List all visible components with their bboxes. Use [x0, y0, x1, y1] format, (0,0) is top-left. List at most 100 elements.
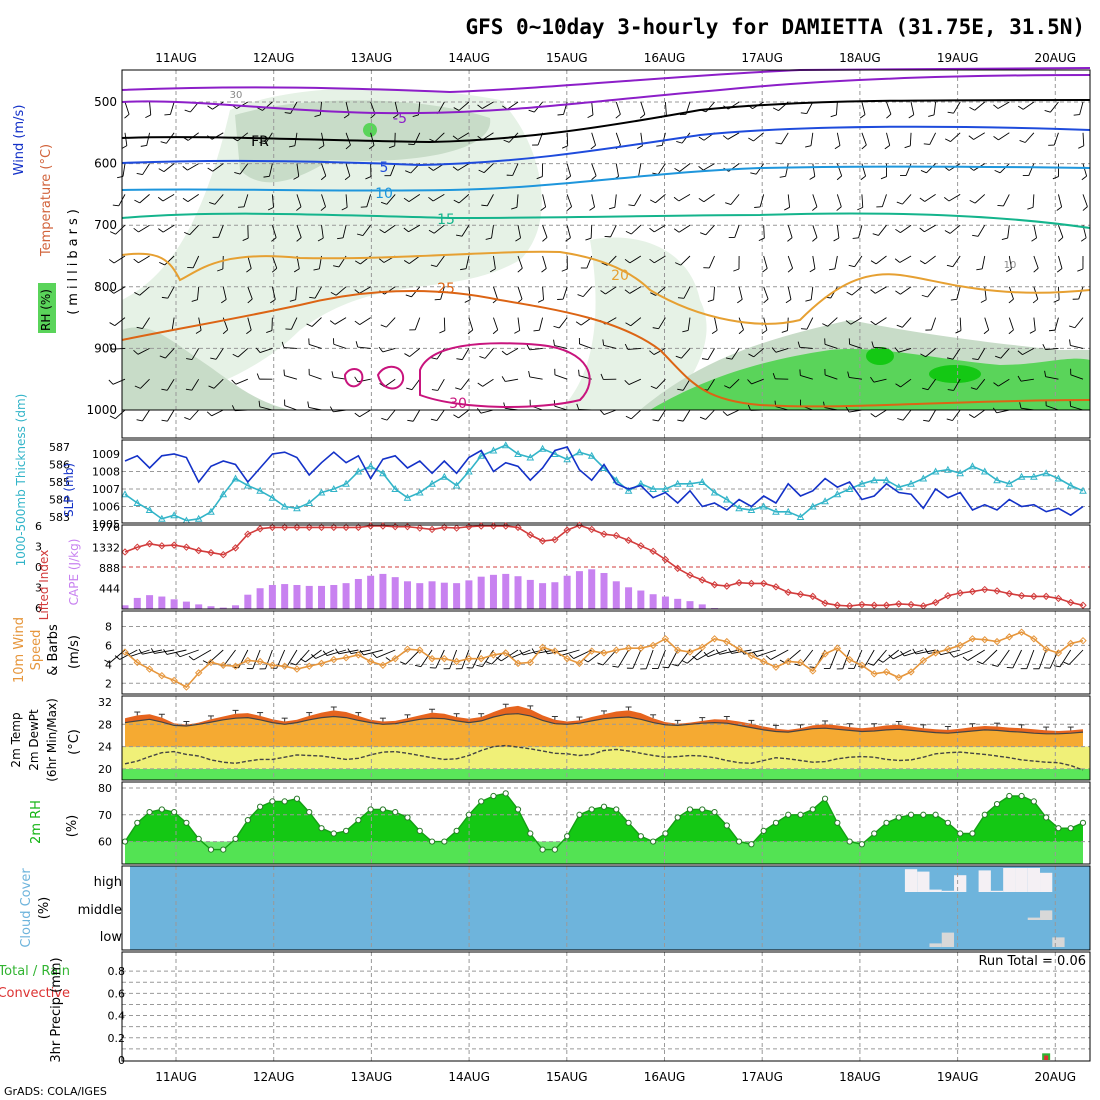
date-label-top: 16AUG — [644, 51, 686, 65]
temp-band-lower — [122, 768, 1090, 780]
lifted-index-point — [845, 602, 854, 610]
rh2m-point — [576, 811, 583, 818]
surface-wind-barb-flag — [104, 659, 110, 664]
thickness-point — [993, 476, 1001, 484]
wind-barb — [113, 286, 126, 294]
wind-barb — [703, 194, 715, 203]
surface-wind-barb — [967, 649, 985, 661]
cape-bar — [440, 582, 448, 609]
wind-barb — [627, 347, 641, 350]
wind-barb — [873, 378, 887, 383]
wind-barb — [122, 163, 126, 177]
wind-barb-flag — [779, 175, 786, 178]
wind-barb — [191, 348, 200, 360]
wind-tick: 6 — [105, 639, 112, 652]
wind-barb-flag — [217, 268, 224, 272]
label-precip-total: Total / Rain — [0, 964, 70, 979]
surface-wind-barb-flag — [924, 648, 929, 654]
wind-barb — [654, 255, 666, 264]
thickness-point — [796, 512, 805, 520]
wind-barb-flag — [231, 379, 237, 385]
surface-wind-barb — [953, 649, 973, 658]
wind-barb — [678, 194, 691, 202]
surface-wind-barb — [252, 649, 261, 669]
wind-barb-flag — [771, 347, 777, 353]
date-label-bottom: 14AUG — [448, 1070, 490, 1084]
wind-barb-flag — [1042, 343, 1046, 350]
wind-barb — [243, 194, 249, 207]
cloud-high-bar — [929, 889, 942, 892]
surface-wind-barb-flag — [765, 655, 771, 660]
wind-barb-flag — [585, 237, 592, 241]
wind-speed-point — [416, 646, 424, 654]
lifted-index-point — [698, 576, 706, 584]
wind-barb-flag — [922, 387, 929, 391]
wind-speed-point — [452, 657, 461, 666]
wind-speed-point — [182, 683, 191, 691]
surface-wind-barb — [940, 649, 961, 656]
wind-barb-flag — [608, 206, 615, 210]
wind-barb — [437, 101, 445, 114]
surface-wind-barb-flag — [912, 648, 917, 655]
lifted-index-point — [710, 581, 719, 589]
wind-barb — [861, 194, 864, 208]
wind-barb — [787, 286, 792, 300]
wind-barb-flag — [242, 237, 249, 241]
wind-speed-point — [600, 649, 608, 657]
wind-barb — [998, 132, 1010, 141]
wind-barb-flag — [259, 142, 266, 145]
wind-barb-flag — [834, 145, 841, 150]
wind-barb — [714, 317, 718, 331]
wind-speed-point — [931, 649, 940, 657]
wind-barb — [436, 255, 445, 267]
wind-barb — [703, 163, 715, 171]
wind-barb-flag — [800, 112, 807, 114]
lifted-index-point — [1005, 589, 1014, 598]
wind-barb-flag — [1033, 267, 1039, 273]
surface-wind-barb-flag — [662, 666, 669, 669]
wind-barb-flag — [453, 199, 460, 204]
rh2m-point — [171, 809, 178, 816]
rh2m-point — [871, 830, 878, 837]
wind-barb — [269, 163, 273, 177]
wind-barb-flag — [624, 258, 631, 264]
wind-barb — [854, 255, 863, 267]
rh-area-90 — [929, 365, 981, 383]
wind-speed-point — [440, 654, 449, 663]
wind-barb — [615, 101, 621, 115]
date-label-bottom: 11AUG — [155, 1070, 197, 1084]
pressure-tick: 500 — [94, 95, 117, 109]
wind-barb-flag — [109, 231, 116, 235]
wind-speed-point — [219, 661, 227, 669]
label-2m-temp: 2m Temp — [9, 712, 23, 767]
wind-barb — [708, 255, 715, 269]
surface-wind-barb-flag — [597, 662, 604, 666]
surface-wind-barb — [154, 649, 175, 654]
label-lifted-index: Lifted Index — [37, 550, 51, 621]
rh2m-point — [269, 798, 276, 805]
thickness-point — [219, 490, 228, 498]
wind-barb-flag — [763, 298, 769, 304]
wind-barb — [851, 286, 863, 296]
wind-barb-flag — [121, 145, 128, 150]
wind-barb-flag — [109, 322, 115, 327]
wind-barb — [858, 225, 863, 238]
wind-barb-flag — [639, 114, 646, 119]
wind-barb — [137, 347, 150, 355]
wind-barb-flag — [380, 201, 387, 205]
wind-barb-flag — [1077, 268, 1084, 272]
cape-tick: 1332 — [92, 542, 120, 555]
wind-barb — [977, 224, 986, 237]
wind-barb — [729, 378, 740, 389]
wind-barb-flag — [698, 165, 704, 171]
wind-barb — [886, 101, 892, 115]
lifted-index-point — [416, 524, 424, 532]
wind-speed-point — [379, 661, 387, 669]
surface-wind-barb — [645, 649, 654, 669]
wind-barb — [235, 378, 248, 385]
surface-wind-barb — [481, 649, 494, 667]
surface-wind-barb-flag — [867, 662, 874, 666]
wind-barb-flag — [675, 355, 682, 359]
wind-barb — [259, 406, 273, 411]
lifted-index-point — [538, 537, 547, 545]
